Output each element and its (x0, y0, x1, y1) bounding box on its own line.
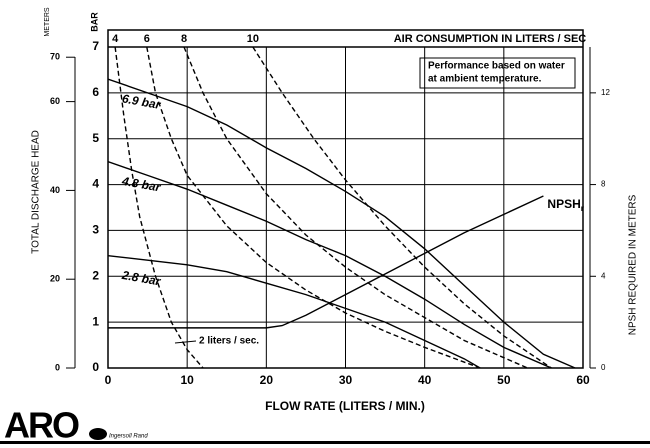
x-tick-label: 10 (180, 373, 194, 387)
logo-mark (89, 428, 107, 440)
company: Ingersoll Rand (109, 434, 148, 440)
pressure-curve (108, 254, 481, 368)
y-tick-label: 4 (92, 177, 99, 191)
air-curve (183, 47, 528, 368)
y2-tick-label: 8 (601, 180, 606, 189)
pressure-curve (108, 160, 552, 368)
annotation-leader (174, 340, 197, 344)
meters-tick-label: 20 (50, 274, 60, 284)
note-line: Performance based on water (428, 61, 565, 72)
y-axis-label: TOTAL DISCHARGE HEAD (31, 130, 42, 254)
y2-axis-label: NPSH REQUIRED IN METERS (628, 194, 639, 335)
y-tick-label: 5 (92, 131, 99, 145)
footer-line (0, 441, 650, 444)
y2-tick-label: 12 (601, 88, 610, 97)
series-label: 2.8 bar (120, 268, 163, 289)
bar-label: BAR (89, 12, 99, 32)
logo: ARO (4, 405, 79, 446)
top-axis-label: AIR CONSUMPTION IN LITERS / SEC (394, 33, 587, 45)
y-tick-label: 2 (92, 268, 99, 282)
meters-tick-label: 40 (50, 185, 60, 195)
y-tick-label: 7 (92, 39, 99, 53)
x-tick-label: 60 (576, 373, 590, 387)
meters-label: METERS (44, 7, 51, 37)
y-tick-label: 1 (92, 314, 99, 328)
y2-tick-label: 4 (601, 271, 606, 280)
npsh-curve (108, 195, 544, 329)
x-tick-label: 0 (105, 373, 112, 387)
x-axis-label: FLOW RATE (LITERS / MIN.) (265, 399, 425, 413)
series-label: NPSHr (547, 197, 583, 213)
pressure-curve (108, 78, 576, 368)
air-annotation: 2 liters / sec. (199, 336, 259, 347)
meters-tick-label: 60 (50, 96, 60, 106)
top-axis-tick-label: 10 (247, 33, 259, 45)
air-curve (146, 47, 481, 368)
series-label-subscript: r (581, 204, 584, 213)
series-label: 6.9 bar (121, 91, 163, 112)
air-curve (252, 47, 552, 368)
top-axis-tick-label: 4 (112, 33, 119, 45)
y-tick-label: 3 (92, 223, 99, 237)
x-tick-label: 20 (260, 373, 274, 387)
curves (108, 47, 576, 368)
note-box (419, 57, 576, 89)
x-tick-label: 30 (339, 373, 353, 387)
note-line: at ambient temperature. (428, 74, 542, 85)
top-axis-tick-label: 8 (181, 33, 187, 45)
meters-tick-label: 70 (50, 52, 60, 62)
top-axis-tick-label: 6 (144, 33, 150, 45)
series-label: 4.8 bar (120, 174, 163, 195)
y-tick-label: 6 (92, 85, 99, 99)
meters-tick-label: 0 (55, 362, 60, 372)
y2-tick-label: 0 (601, 363, 606, 372)
air-curve (114, 47, 204, 368)
y-tick-label: 0 (92, 360, 99, 374)
x-tick-label: 50 (497, 373, 511, 387)
x-tick-label: 40 (418, 373, 432, 387)
